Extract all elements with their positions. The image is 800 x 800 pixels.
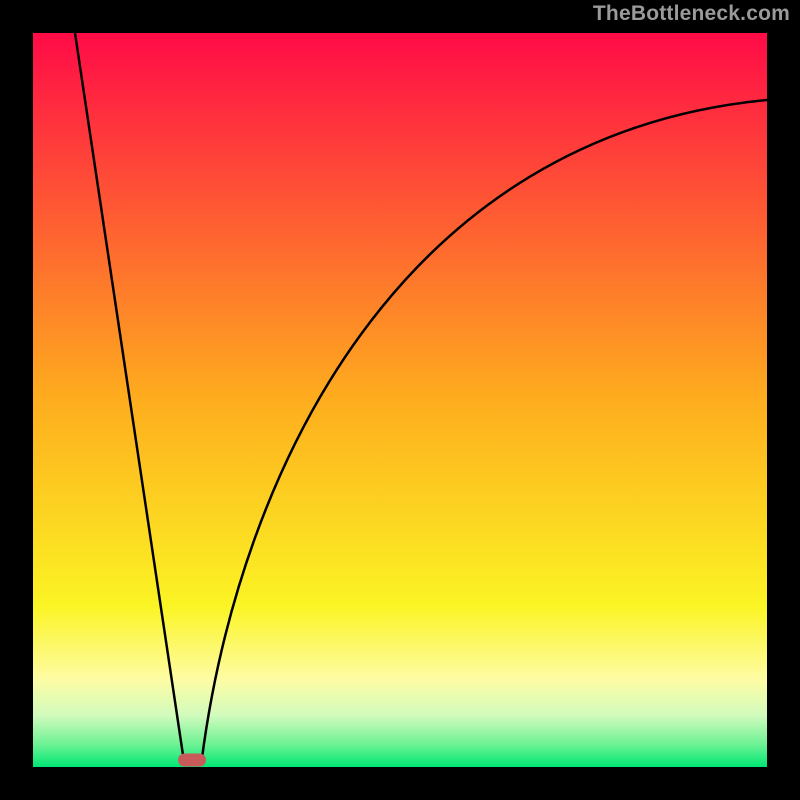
chart-frame: TheBottleneck.com [0,0,800,800]
optimal-marker [178,754,206,767]
plot-background [33,33,767,767]
plot-border-bottom [0,767,800,800]
chart-svg [0,0,800,800]
plot-border-right [767,0,800,800]
watermark-text: TheBottleneck.com [593,2,790,26]
plot-border-left [0,0,33,800]
